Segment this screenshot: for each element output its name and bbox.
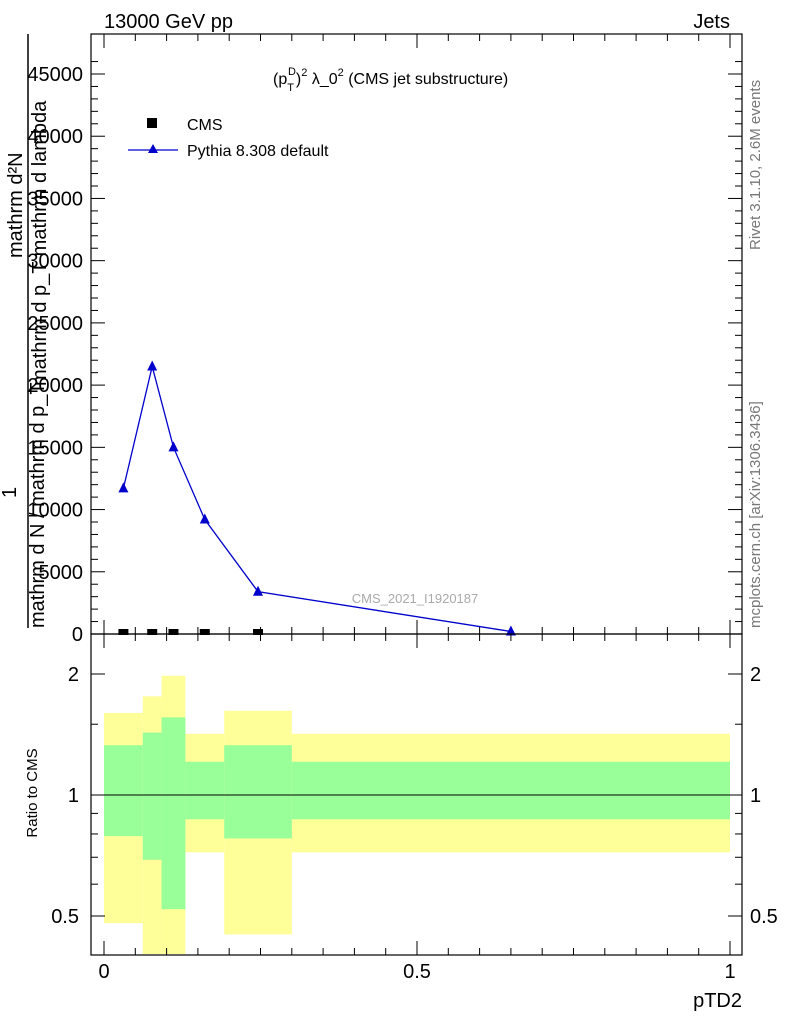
main-ytick-label: 20000 bbox=[27, 375, 83, 397]
ratio-ytick-label-left: 2 bbox=[68, 664, 79, 686]
ratio-xtick-label: 1 bbox=[724, 961, 735, 983]
legend-cms-marker bbox=[147, 118, 157, 128]
legend-pythia-label: Pythia 8.308 default bbox=[187, 143, 329, 160]
ratio-ytick-label-right: 2 bbox=[750, 664, 761, 686]
legend-pythia-marker bbox=[148, 144, 158, 153]
watermark: CMS_2021_I1920187 bbox=[352, 591, 479, 606]
pythia-point bbox=[252, 585, 263, 596]
main-ytick-label: 45000 bbox=[27, 64, 83, 86]
main-ytick-label: 35000 bbox=[27, 188, 83, 210]
ratio-inner-band-4 bbox=[224, 745, 292, 839]
pythia-point bbox=[168, 441, 179, 452]
pythia-point bbox=[199, 513, 210, 524]
y-label-line-4: mathrm d N / mathrm d p_T bbox=[27, 382, 49, 628]
main-ytick-label: 15000 bbox=[27, 437, 83, 459]
header-left: 13000 GeV pp bbox=[104, 11, 233, 33]
pythia-point bbox=[505, 625, 516, 636]
main-ytick-label: 5000 bbox=[39, 562, 84, 584]
ratio-inner-band-3 bbox=[185, 761, 225, 820]
y-label-line-1: mathrm d²N bbox=[5, 152, 27, 258]
main-ytick-label: 0 bbox=[72, 624, 83, 646]
main-ytick-label: 10000 bbox=[27, 500, 83, 522]
ratio-xtick-label: 0 bbox=[98, 961, 109, 983]
legend-cms-label: CMS bbox=[187, 117, 223, 134]
main-y-label: mathrm d²N mathrm d p_T mathrm d lambda … bbox=[0, 34, 51, 628]
main-ytick-label: 40000 bbox=[27, 126, 83, 148]
ratio-inner-band-0 bbox=[104, 745, 143, 837]
legend: CMS Pythia 8.308 default bbox=[128, 117, 329, 160]
ratio-inner-band-5 bbox=[291, 761, 730, 820]
ratio-y-label: Ratio to CMS bbox=[24, 748, 41, 837]
main-plot: 0 5000 10000 15000 20000 25000 30000 35000 40000… bbox=[27, 33, 743, 646]
main-title: (pTD)2 λ_02 (CMS jet substructure) bbox=[273, 66, 508, 94]
main-ytick-label: 25000 bbox=[27, 313, 83, 335]
cms-point bbox=[252, 629, 263, 635]
header-right: Jets bbox=[693, 11, 730, 33]
ratio-ytick-label-left: 0.5 bbox=[51, 906, 79, 928]
ratio-ytick-label-right: 1 bbox=[750, 785, 761, 807]
pythia-line bbox=[122, 366, 512, 633]
mcplots-label: mcplots.cern.ch [arXiv:1306.3436] bbox=[747, 401, 764, 628]
ratio-plot: 0 0.5 1 0.5 0.5 1 1 2 2 bbox=[51, 633, 778, 983]
pythia-point bbox=[118, 482, 129, 493]
ratio-ytick-label-right: 0.5 bbox=[750, 906, 778, 928]
ratio-xtick-label: 0.5 bbox=[403, 961, 431, 983]
pythia-point bbox=[147, 360, 158, 371]
rivet-label: Rivet 3.1.10, 2.6M events bbox=[747, 80, 764, 250]
cms-point bbox=[168, 629, 179, 635]
cms-point bbox=[118, 629, 129, 635]
y-label-line-2: mathrm d p_T mathrm d lambda bbox=[29, 100, 51, 386]
ratio-inner-band-2 bbox=[161, 717, 186, 910]
y-label-line-3: 1 bbox=[0, 487, 21, 498]
x-axis-label: pTD2 bbox=[693, 990, 742, 1012]
cms-point bbox=[147, 629, 158, 635]
cms-point bbox=[199, 629, 210, 635]
ratio-ytick-label-left: 1 bbox=[68, 785, 79, 807]
main-ytick-label: 30000 bbox=[27, 251, 83, 273]
ratio-inner-band-1 bbox=[142, 732, 162, 860]
